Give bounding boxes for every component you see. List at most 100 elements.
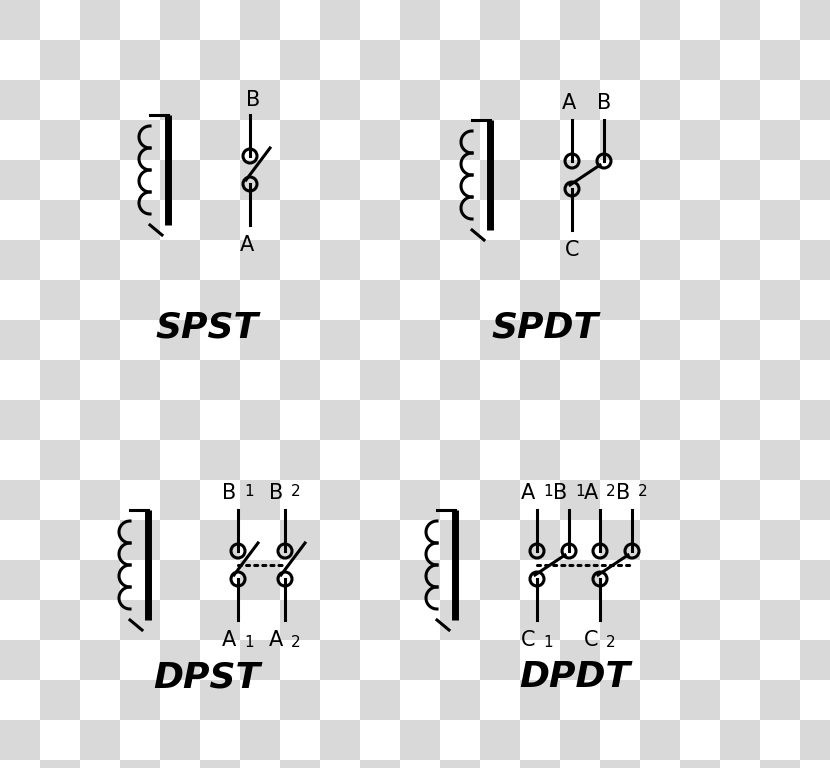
Bar xyxy=(280,680,320,720)
Text: B: B xyxy=(222,483,236,503)
Bar xyxy=(240,640,280,680)
Bar xyxy=(280,240,320,280)
Bar xyxy=(800,320,830,360)
Bar xyxy=(240,360,280,400)
Bar xyxy=(800,40,830,80)
Bar xyxy=(720,600,760,640)
Bar xyxy=(720,200,760,240)
Bar xyxy=(560,560,600,600)
Bar xyxy=(40,400,80,440)
Bar xyxy=(80,120,120,160)
Bar xyxy=(160,80,200,120)
Bar xyxy=(240,440,280,480)
Bar xyxy=(520,440,560,480)
Bar xyxy=(200,760,240,768)
Bar xyxy=(280,600,320,640)
Bar xyxy=(0,600,40,640)
Bar xyxy=(80,160,120,200)
Bar xyxy=(400,600,440,640)
Bar xyxy=(240,240,280,280)
Bar xyxy=(520,520,560,560)
Bar xyxy=(200,600,240,640)
Bar xyxy=(400,760,440,768)
Bar xyxy=(480,160,520,200)
Bar xyxy=(480,120,520,160)
Bar xyxy=(720,80,760,120)
Bar xyxy=(480,240,520,280)
Bar xyxy=(120,640,160,680)
Bar xyxy=(320,280,360,320)
Bar xyxy=(280,80,320,120)
Text: 1: 1 xyxy=(575,484,584,499)
Bar xyxy=(240,120,280,160)
Bar xyxy=(720,0,760,40)
Bar xyxy=(600,200,640,240)
Text: DPDT: DPDT xyxy=(520,660,631,694)
Bar xyxy=(0,480,40,520)
Bar xyxy=(560,480,600,520)
Bar xyxy=(200,240,240,280)
Bar xyxy=(0,360,40,400)
Bar xyxy=(680,360,720,400)
Bar xyxy=(160,520,200,560)
Bar xyxy=(200,480,240,520)
Bar xyxy=(40,240,80,280)
Bar xyxy=(360,600,400,640)
Bar xyxy=(400,400,440,440)
Bar xyxy=(0,120,40,160)
Bar xyxy=(560,80,600,120)
Bar xyxy=(120,440,160,480)
Bar xyxy=(240,160,280,200)
Bar xyxy=(0,680,40,720)
Bar xyxy=(560,240,600,280)
Bar xyxy=(800,400,830,440)
Bar xyxy=(120,120,160,160)
Bar xyxy=(200,280,240,320)
Bar xyxy=(360,360,400,400)
Bar xyxy=(640,480,680,520)
Bar xyxy=(240,680,280,720)
Bar xyxy=(640,200,680,240)
Bar xyxy=(680,400,720,440)
Bar xyxy=(240,280,280,320)
Bar xyxy=(40,160,80,200)
Bar xyxy=(320,120,360,160)
Bar xyxy=(160,720,200,760)
Bar xyxy=(520,560,560,600)
Text: C: C xyxy=(583,630,598,650)
Bar xyxy=(120,0,160,40)
Bar xyxy=(360,200,400,240)
Bar xyxy=(200,320,240,360)
Text: A: A xyxy=(222,630,236,650)
Bar xyxy=(600,80,640,120)
Bar xyxy=(0,280,40,320)
Bar xyxy=(120,80,160,120)
Bar xyxy=(400,440,440,480)
Bar xyxy=(0,40,40,80)
Bar xyxy=(200,160,240,200)
Bar xyxy=(560,440,600,480)
Bar xyxy=(400,120,440,160)
Bar xyxy=(40,720,80,760)
Bar xyxy=(200,720,240,760)
Bar xyxy=(360,240,400,280)
Bar xyxy=(320,560,360,600)
Text: 2: 2 xyxy=(291,635,300,650)
Bar xyxy=(520,240,560,280)
Bar xyxy=(200,40,240,80)
Bar xyxy=(560,0,600,40)
Bar xyxy=(320,640,360,680)
Bar xyxy=(320,480,360,520)
Bar xyxy=(760,600,800,640)
Bar xyxy=(280,120,320,160)
Bar xyxy=(80,400,120,440)
Bar xyxy=(600,680,640,720)
Text: 2: 2 xyxy=(606,635,616,650)
Bar xyxy=(360,80,400,120)
Bar xyxy=(200,520,240,560)
Bar xyxy=(600,240,640,280)
Text: B: B xyxy=(616,483,630,503)
Bar xyxy=(800,640,830,680)
Bar xyxy=(200,680,240,720)
Bar xyxy=(480,680,520,720)
